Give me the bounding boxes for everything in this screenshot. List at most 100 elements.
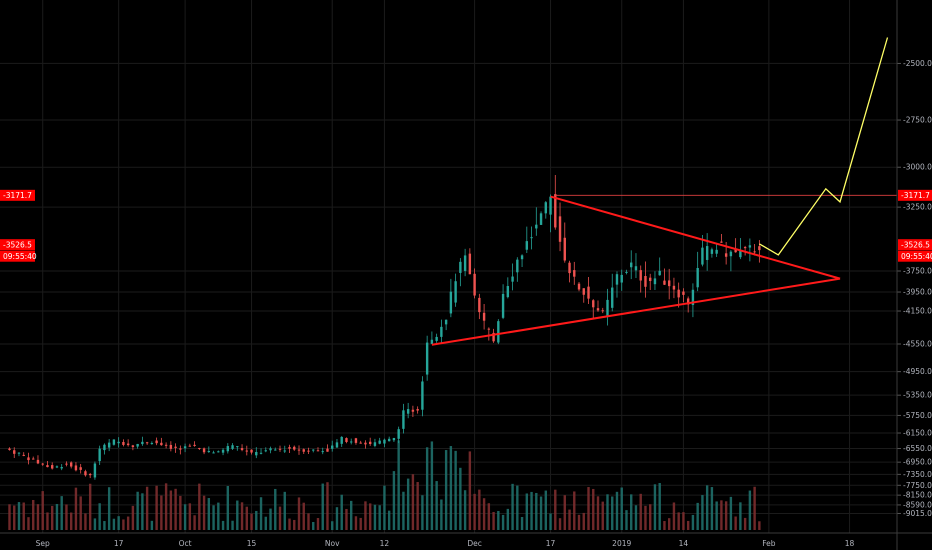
- candle-body: [530, 237, 533, 239]
- volume-bar: [634, 505, 638, 530]
- volume-bar: [492, 511, 495, 530]
- candle-body: [473, 273, 476, 296]
- volume-bar: [720, 500, 723, 530]
- candle-body: [65, 463, 68, 465]
- candle-body: [625, 271, 628, 273]
- candle-body: [478, 297, 481, 313]
- volume-bar: [454, 450, 457, 530]
- candle-body: [516, 259, 519, 273]
- drawings: [431, 37, 897, 346]
- candle-body: [302, 449, 305, 452]
- candle-body: [463, 255, 467, 271]
- candle-body: [217, 451, 220, 453]
- volume-bar: [402, 491, 405, 530]
- volume-bar: [682, 512, 685, 530]
- volume-bar: [592, 488, 595, 530]
- volume-bar: [606, 494, 609, 530]
- candle-body: [122, 441, 125, 445]
- candle-body: [145, 442, 149, 444]
- y-tick-label: -4950.0: [903, 367, 932, 376]
- candle-body: [724, 253, 728, 257]
- volume-bar: [231, 520, 234, 530]
- candle-body: [98, 448, 101, 462]
- candle-body: [601, 310, 604, 312]
- candle-body: [236, 446, 239, 448]
- volume-bar: [160, 495, 163, 530]
- candle-body: [383, 439, 386, 444]
- volume-bar: [601, 501, 604, 530]
- volume-bar: [373, 504, 377, 530]
- candle-body: [482, 312, 486, 321]
- candle-body: [155, 440, 158, 444]
- volume-bar: [316, 518, 320, 530]
- volume-bar: [625, 510, 628, 530]
- volume-bar: [487, 503, 491, 530]
- volume-bar: [440, 499, 443, 530]
- x-tick-label: Oct: [179, 539, 192, 548]
- candle-body: [454, 281, 457, 303]
- projection-path[interactable]: [759, 37, 889, 256]
- candle-body: [686, 298, 690, 305]
- price-badges: -3171.7 -3171.7 -3526.5 09:55:40 -3526.5 09:5…: [0, 189, 932, 262]
- volume-bar: [459, 467, 462, 530]
- volume-bar: [511, 483, 514, 530]
- candle-body: [221, 449, 225, 453]
- candle-body: [459, 261, 462, 273]
- volume-bar: [131, 505, 135, 530]
- level-price-badge-right-bg: [898, 189, 932, 201]
- level-price-badge-left-bg: [0, 189, 35, 201]
- candle-body: [611, 287, 614, 308]
- candle-body: [354, 438, 358, 443]
- candle-body: [705, 246, 709, 260]
- volume-bar: [74, 487, 78, 530]
- candle-body: [179, 448, 182, 450]
- candle-body: [307, 450, 310, 452]
- volume-bar: [577, 514, 581, 530]
- candle-body: [487, 328, 491, 330]
- candle-body: [739, 250, 742, 258]
- volume-bar: [269, 508, 272, 530]
- triangle-lower-trendline[interactable]: [431, 277, 841, 346]
- candle-body: [506, 286, 510, 298]
- candle-body: [36, 459, 40, 464]
- candle-body: [743, 247, 747, 249]
- volume-bar: [473, 493, 476, 530]
- candle-body: [288, 447, 291, 449]
- volume-bar: [155, 485, 158, 530]
- volume-bar: [364, 501, 367, 530]
- volume-bar: [8, 504, 11, 530]
- x-tick-label: 17: [114, 539, 124, 548]
- candle-body: [449, 291, 453, 314]
- candle-body: [335, 442, 339, 448]
- candle-body: [468, 253, 472, 275]
- y-tick-label: -5750.0: [903, 411, 932, 420]
- candle-body: [84, 471, 87, 476]
- candle-body: [492, 332, 495, 342]
- volume-bar: [13, 505, 16, 530]
- y-tick-label: -3750.0: [903, 267, 932, 276]
- countdown-badge-left-bg: [0, 250, 35, 262]
- volume-bar: [691, 514, 695, 530]
- y-tick-label: -6150.0: [903, 429, 932, 438]
- candle-body: [207, 451, 211, 453]
- triangle-upper-trendline[interactable]: [550, 195, 841, 280]
- volume-bar: [179, 495, 182, 530]
- candle-body: [174, 446, 177, 448]
- candle-body: [501, 293, 505, 318]
- candle-body: [345, 438, 348, 442]
- volume-bar: [639, 493, 642, 530]
- volume-bar: [112, 518, 116, 530]
- volume-bar: [207, 498, 211, 530]
- candle-body: [297, 449, 301, 451]
- candle-body: [22, 454, 25, 456]
- volume-bar: [60, 496, 63, 530]
- candle-body: [573, 270, 576, 277]
- volume-bar: [724, 501, 728, 530]
- volume-bar: [435, 481, 438, 530]
- candle-body: [554, 194, 557, 228]
- volume-bar: [701, 495, 704, 530]
- candle-body: [525, 241, 529, 250]
- volume-bar: [411, 474, 415, 530]
- candle-body: [568, 262, 571, 274]
